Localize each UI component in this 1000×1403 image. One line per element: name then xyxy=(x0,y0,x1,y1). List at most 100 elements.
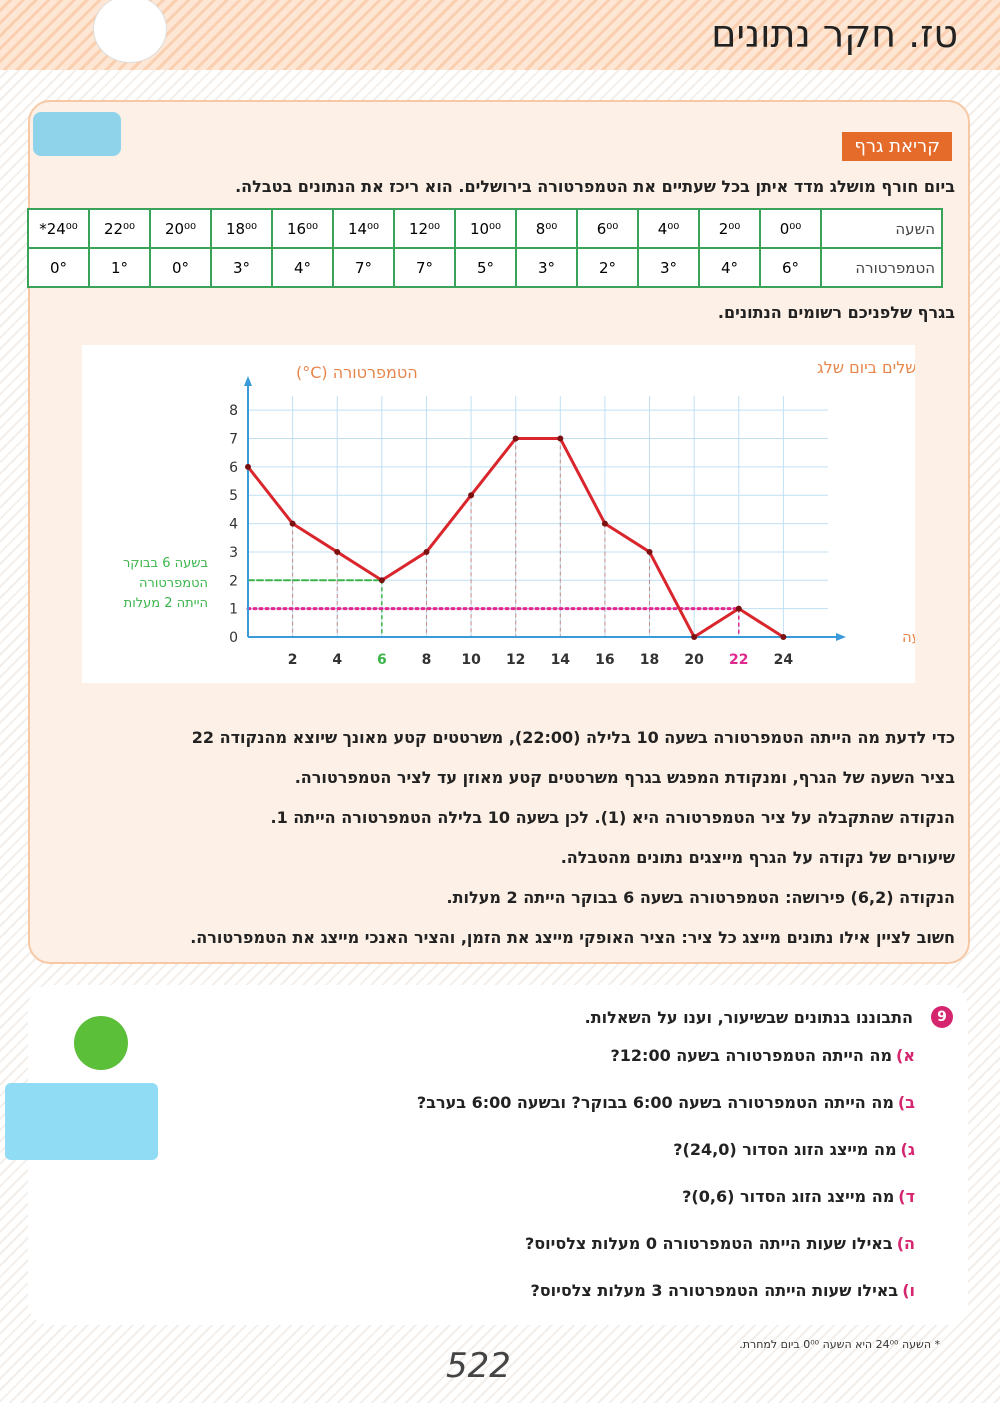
x-tick-label: 12 xyxy=(506,652,525,668)
question: א)מה הייתה הטמפרטורה בשעה 12:00? xyxy=(417,1046,916,1067)
y-tick-label: 3 xyxy=(229,545,238,561)
y-tick-label: 1 xyxy=(229,602,238,618)
data-point xyxy=(557,435,564,442)
table-cell: 10⁰⁰ xyxy=(454,208,517,249)
question: ה)באילו שעות הייתה הטמפרטורה 0 מעלות צלס… xyxy=(417,1234,915,1255)
y-tick-label: 8 xyxy=(229,403,238,419)
x-tick-label: 24 xyxy=(774,652,794,668)
table-cell: 16⁰⁰ xyxy=(271,208,334,249)
table-cell: 7° xyxy=(332,247,395,288)
table-cell: 18⁰⁰ xyxy=(210,208,273,249)
axis-arrow xyxy=(836,633,846,641)
data-point xyxy=(691,634,698,640)
table-cell: 2° xyxy=(576,247,639,288)
x-tick-label: 16 xyxy=(595,652,614,668)
table-cell: 3° xyxy=(637,247,700,288)
blue-tab xyxy=(5,1083,158,1160)
y-tick-label: 7 xyxy=(229,432,238,448)
table-cell: 3° xyxy=(515,247,578,288)
edit-icon[interactable] xyxy=(74,1016,128,1070)
table-cell: 0° xyxy=(149,247,212,288)
annotation: בשעה 6 בבוקר xyxy=(123,556,208,571)
x-tick-label: 8 xyxy=(422,652,432,668)
y-tick-label: 2 xyxy=(229,573,238,589)
table-cell: 4° xyxy=(271,247,334,288)
y-tick-label: 0 xyxy=(229,630,238,646)
question: ו)באילו שעות הייתה הטמפרטורה 3 מעלות צלס… xyxy=(417,1281,916,1302)
data-point xyxy=(601,520,608,527)
x-tick-label: 10 xyxy=(461,652,481,668)
data-point xyxy=(468,492,475,499)
data-point xyxy=(378,577,385,584)
y-axis-label: הטמפרטורה (C°) xyxy=(296,363,418,382)
x-tick-label: 6 xyxy=(377,652,387,668)
question-text: מה הייתה הטמפרטורה בשעה 12:00? xyxy=(610,1046,893,1065)
chart-title: הטמפרטורות בירושלים ביום שלג xyxy=(817,358,915,377)
table-cell: 2⁰⁰ xyxy=(698,208,761,249)
x-tick-label: 2 xyxy=(288,652,298,668)
exercise-panel xyxy=(28,985,968,1325)
annotation: הטמפרטורה xyxy=(139,576,208,591)
data-point xyxy=(735,605,742,612)
table-cell: 0⁰⁰ xyxy=(759,208,822,249)
data-point xyxy=(245,463,251,470)
data-table: השעה 0⁰⁰ 2⁰⁰ 4⁰⁰ 6⁰⁰ 8⁰⁰ 10⁰⁰ 12⁰⁰ 14⁰⁰ 16⁰⁰ 18⁰⁰ 2… xyxy=(27,208,943,288)
question-letter: ו) xyxy=(902,1281,915,1300)
table-cell: 22⁰⁰ xyxy=(88,208,151,249)
data-point xyxy=(334,548,341,555)
row-header: השעה xyxy=(820,208,943,249)
page-title: טז. חקר נתונים xyxy=(711,12,958,56)
explanation-line: הנקודה שהתקבלה על ציר הטמפרטורה היא (1).… xyxy=(270,808,955,827)
row-header: הטמפרטורה xyxy=(820,247,943,288)
header-band xyxy=(0,0,1000,70)
table-cell: 6⁰⁰ xyxy=(576,208,639,249)
y-tick-label: 4 xyxy=(229,517,238,533)
annotation: הייתה 2 מעלות xyxy=(124,596,208,611)
data-point xyxy=(780,634,787,640)
table-cell: 20⁰⁰ xyxy=(149,208,212,249)
x-tick-label: 18 xyxy=(640,652,659,668)
axis-arrow xyxy=(244,376,252,386)
chart: 01234567824681012141618202224הטמפרטורות … xyxy=(82,345,915,683)
explanation-line: כדי לדעת מה הייתה הטמפרטורה בשעה 10 בליל… xyxy=(191,728,955,747)
table-cell: 5° xyxy=(454,247,517,288)
table-cell: 4° xyxy=(698,247,761,288)
page-number: 522 xyxy=(446,1346,511,1386)
question-text: מה הייתה הטמפרטורה בשעה 6:00 בבוקר? ובשע… xyxy=(416,1093,894,1112)
question-text: באילו שעות הייתה הטמפרטורה 3 מעלות צלסיו… xyxy=(530,1281,899,1300)
question: ג)מה מייצג הזוג הסדור (24,0)? xyxy=(417,1140,915,1161)
y-tick-label: 6 xyxy=(229,460,238,476)
question-letter: ג) xyxy=(900,1140,915,1159)
blue-tab xyxy=(33,112,121,156)
table-cell: 3° xyxy=(210,247,273,288)
question-text: מה מייצג הזוג הסדור (24,0)? xyxy=(673,1140,897,1159)
table-cell: 6° xyxy=(759,247,822,288)
question-text: מה מייצג הזוג הסדור (0,6)? xyxy=(682,1187,895,1206)
chart-intro: בגרף שלפניכם רשומים הנתונים. xyxy=(717,303,955,322)
x-tick-label: 22 xyxy=(729,652,748,668)
explanation-line: שיעורים של נקודה על הגרף מייצגים נתונים … xyxy=(560,848,955,867)
table-cell: 12⁰⁰ xyxy=(393,208,456,249)
table-cell: 4⁰⁰ xyxy=(637,208,700,249)
explanation-line: בציר השעה של הגרף, ומנקודת המפגש בגרף מש… xyxy=(294,768,955,787)
explanation-line: הנקודה (6,2) פירושה: הטמפרטורה בשעה 6 בב… xyxy=(446,888,955,907)
table-row: הטמפרטורה 6° 4° 3° 2° 3° 5° 7° 7° 4° 3° 0° 1° 0° xyxy=(27,247,943,288)
questions: א)מה הייתה הטמפרטורה בשעה 12:00? ב)מה היי… xyxy=(417,1046,915,1328)
table-cell: 14⁰⁰ xyxy=(332,208,395,249)
section-label: קריאת גרף xyxy=(842,132,952,161)
table-cell: *24⁰⁰ xyxy=(27,208,90,249)
explanation: כדי לדעת מה הייתה הטמפרטורה בשעה 10 בליל… xyxy=(190,728,955,968)
question-letter: ד) xyxy=(898,1187,915,1206)
table-cell: 1° xyxy=(88,247,151,288)
table-cell: 0° xyxy=(27,247,90,288)
x-tick-label: 20 xyxy=(684,652,704,668)
data-point xyxy=(512,435,519,442)
x-axis-label: השעה xyxy=(902,628,915,646)
question-letter: ה) xyxy=(896,1234,915,1253)
table-cell: 8⁰⁰ xyxy=(515,208,578,249)
question-letter: א) xyxy=(896,1046,915,1065)
data-point xyxy=(423,548,430,555)
x-tick-label: 4 xyxy=(332,652,342,668)
table-cell: 7° xyxy=(393,247,456,288)
